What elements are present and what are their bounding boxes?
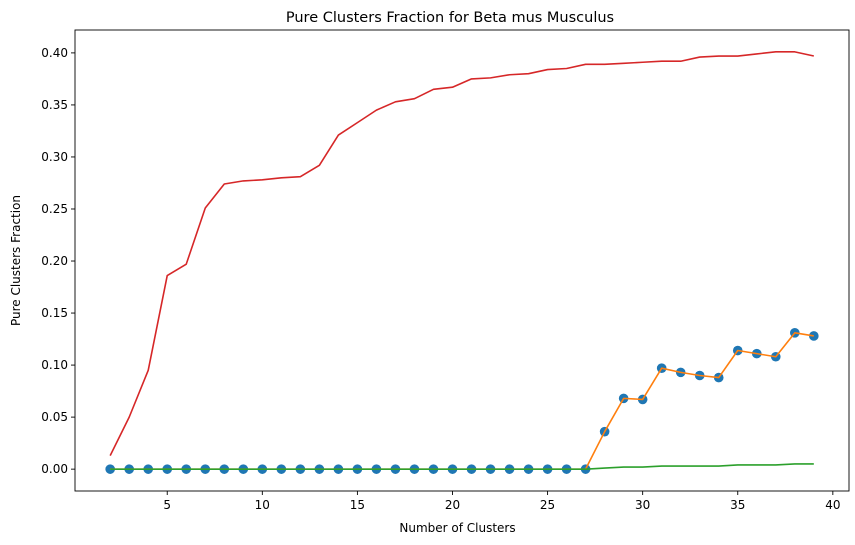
axes: 5 10 15 20 25 30 35 40 0.00 0.05 0.10 0.15 0.20 0.25 0… — [41, 29, 850, 512]
x-tick-label-35: 35 — [730, 498, 745, 512]
y-axis-label: Pure Clusters Fraction — [9, 195, 23, 326]
y-tick-label-0.05: 0.05 — [41, 410, 68, 424]
y-tick-label-0.25: 0.25 — [41, 202, 68, 216]
series-line-2 — [110, 463, 814, 470]
x-tick-label-10: 10 — [255, 498, 270, 512]
series-line-3 — [109, 51, 814, 456]
y-tick-label-0.15: 0.15 — [41, 306, 68, 320]
x-axis-label: Number of Clusters — [399, 521, 515, 535]
y-tick-label-0.20: 0.20 — [41, 254, 68, 268]
y-tick-label-0.30: 0.30 — [41, 150, 68, 164]
y-tick-label-0.00: 0.00 — [41, 462, 68, 476]
x-tick-label-5: 5 — [163, 498, 171, 512]
plot-frame — [74, 29, 850, 492]
x-tick-label-40: 40 — [825, 498, 840, 512]
y-tick-label-0.35: 0.35 — [41, 98, 68, 112]
y-tick-label-0.40: 0.40 — [41, 46, 68, 60]
x-tick-label-15: 15 — [350, 498, 365, 512]
chart-title: Pure Clusters Fraction for Beta mus Musc… — [286, 10, 614, 26]
y-tick-label-0.10: 0.10 — [41, 358, 68, 372]
x-tick-label-30: 30 — [635, 498, 650, 512]
x-tick-label-20: 20 — [445, 498, 460, 512]
plot-area — [105, 51, 819, 474]
x-tick-label-25: 25 — [540, 498, 555, 512]
series-line-1 — [110, 332, 814, 470]
